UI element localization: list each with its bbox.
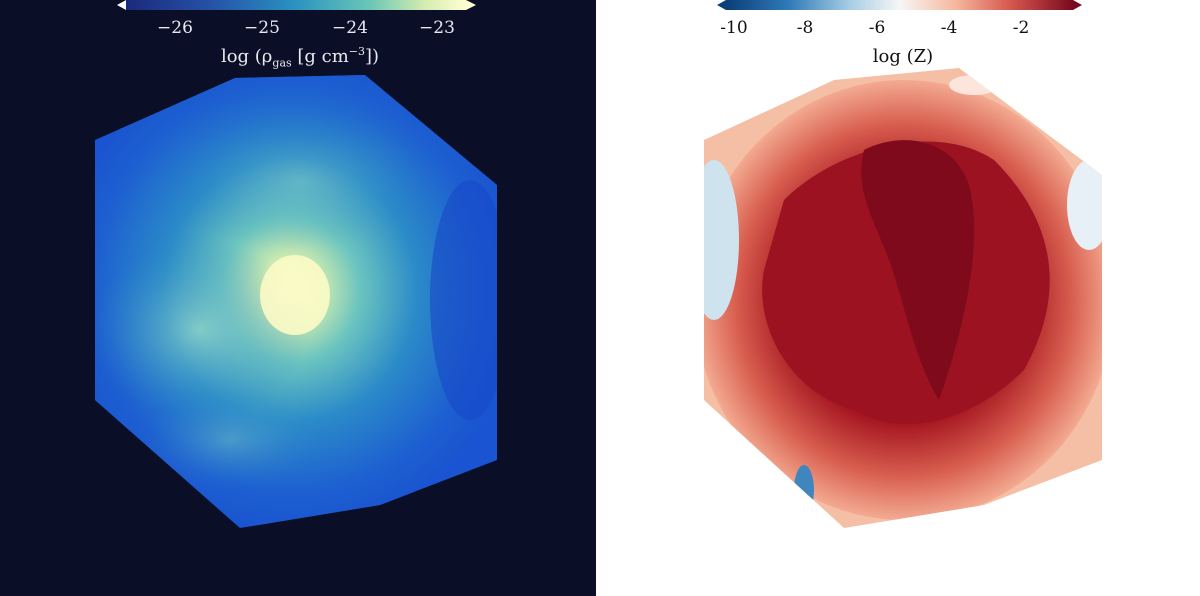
colorbar-gradient	[726, 0, 1073, 10]
density-plot	[95, 0, 497, 528]
metallicity-colorbar	[717, 0, 1082, 10]
metallicity-colorbar-label: log (Z)	[872, 46, 934, 67]
metallicity-panel: -10 -8 -6 -4 -2 log (Z)	[604, 0, 1200, 596]
metallicity-tick-label: -6	[868, 18, 886, 38]
density-tick-label: −26	[157, 18, 193, 38]
colorbar-max-arrow	[466, 0, 476, 10]
colorbar-gradient	[126, 0, 466, 10]
density-panel: −26 −25 −24 −23 log (ρgas [g cm−3])	[0, 0, 596, 596]
density-colorbar	[117, 0, 476, 10]
colorbar-min-arrow	[117, 0, 126, 10]
density-cube	[95, 75, 497, 528]
colorbar-max-arrow	[1073, 0, 1082, 10]
density-tick-label: −25	[244, 18, 280, 38]
density-tick-label: −24	[332, 18, 368, 38]
density-colorbar-label: log (ρgas [g cm−3])	[220, 45, 380, 70]
metallicity-tick-label: -2	[1012, 18, 1030, 38]
metallicity-tick-label: -4	[940, 18, 958, 38]
density-tick-label: −23	[419, 18, 455, 38]
metallicity-tick-label: -10	[720, 18, 748, 38]
metallicity-tick-label: -8	[796, 18, 814, 38]
metallicity-plot	[704, 0, 1102, 528]
colorbar-min-arrow	[717, 0, 726, 10]
metallicity-cube	[704, 68, 1102, 528]
